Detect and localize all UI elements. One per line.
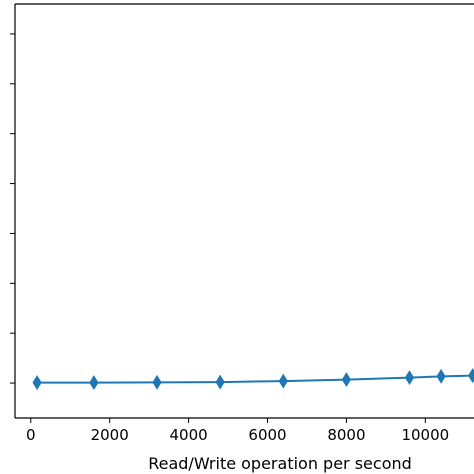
x-tick-label: 6000 <box>248 426 286 444</box>
series-group <box>32 368 474 391</box>
data-point-marker <box>436 368 446 384</box>
data-point-marker <box>89 375 99 391</box>
x-tick-label: 10000 <box>401 426 449 444</box>
ticks-group: 020004000600080001000012000 <box>10 33 449 444</box>
data-point-marker <box>278 373 288 389</box>
data-point-marker <box>215 374 225 390</box>
data-point-marker <box>152 374 162 390</box>
x-axis-label: Read/Write operation per second <box>148 454 412 473</box>
data-point-marker <box>468 368 474 384</box>
data-point-marker <box>404 370 415 386</box>
series-line <box>37 374 474 384</box>
x-tick-label: 4000 <box>170 426 208 444</box>
data-point-marker <box>32 375 42 391</box>
axes <box>14 3 474 419</box>
x-tick-label: 2000 <box>91 426 129 444</box>
x-tick-label: 0 <box>26 426 36 444</box>
data-point-marker <box>341 372 351 388</box>
x-tick-label: 8000 <box>327 426 365 444</box>
